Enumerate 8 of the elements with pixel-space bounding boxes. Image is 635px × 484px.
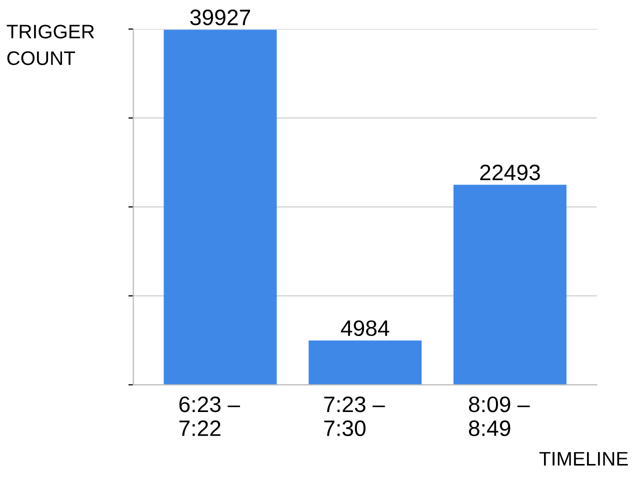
x-axis-title: TIMELINE <box>539 452 628 466</box>
data-label: 22493 <box>480 164 540 180</box>
data-label: 4984 <box>340 320 390 336</box>
y-axis-title: TRIGGER COUNT <box>6 24 94 66</box>
x-tick-label: 6:23 – 7:22 <box>179 396 240 436</box>
data-label: 39927 <box>190 10 250 26</box>
x-tick-label: 8:09 – 8:49 <box>468 396 530 436</box>
x-tick-label: 7:23 – 7:30 <box>324 396 385 436</box>
